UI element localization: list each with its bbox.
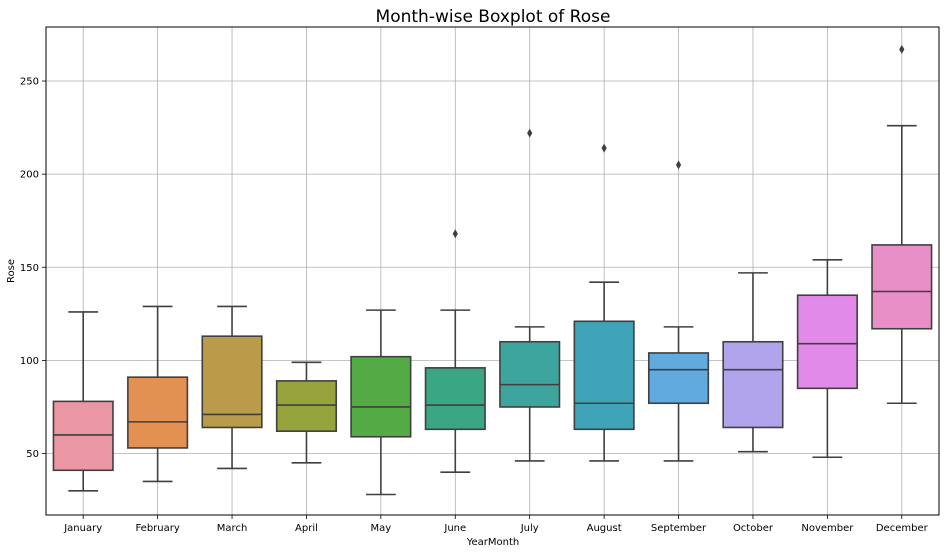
box-iqr: [52, 400, 114, 472]
box-iqr: [573, 320, 635, 431]
box-march: [201, 305, 263, 470]
box-iqr: [424, 367, 486, 431]
y-tick-label: 250: [20, 77, 39, 88]
box-september: [647, 160, 710, 462]
box-october: [722, 272, 784, 453]
x-tick-label: June: [443, 523, 466, 534]
chart-title: Month-wise Boxplot of Rose: [376, 7, 611, 27]
x-tick-label: July: [520, 523, 539, 534]
x-tick-label: November: [801, 523, 854, 534]
box-february: [127, 305, 189, 483]
outlier-point: [899, 44, 905, 54]
box-july: [499, 128, 561, 462]
outlier-point: [601, 143, 607, 153]
y-tick-label: 50: [26, 449, 39, 460]
box-iqr: [275, 380, 338, 432]
y-axis: 50 100 150 200 250: [20, 77, 46, 460]
box-iqr: [127, 376, 189, 449]
box-december: [871, 44, 933, 405]
box-may: [350, 309, 412, 496]
box-november: [796, 259, 858, 459]
y-tick-label: 200: [20, 170, 39, 181]
y-tick-label: 100: [20, 356, 39, 367]
box-iqr: [201, 335, 263, 429]
box-iqr: [350, 355, 412, 438]
box-iqr: [722, 340, 784, 429]
plot-frame: [45, 26, 940, 516]
x-tick-label: February: [135, 523, 179, 534]
x-tick-label: April: [295, 523, 318, 534]
box-iqr: [871, 244, 933, 330]
boxes-group: [52, 44, 933, 496]
y-axis-label: Rose: [6, 259, 17, 283]
outlier-point: [527, 128, 533, 138]
box-iqr: [499, 340, 561, 408]
x-axis: January February March April May June July Augu…: [63, 515, 929, 534]
x-tick-label: January: [63, 523, 102, 534]
box-january: [52, 311, 114, 492]
y-tick-label: 150: [20, 263, 39, 274]
box-june: [424, 229, 486, 473]
x-axis-label: YearMonth: [466, 537, 520, 548]
x-tick-label: December: [876, 523, 929, 534]
box-iqr: [647, 352, 710, 405]
box-iqr: [796, 294, 858, 390]
outlier-point: [452, 229, 458, 239]
x-tick-label: August: [587, 523, 622, 534]
x-tick-label: May: [371, 523, 392, 534]
x-tick-label: September: [651, 523, 707, 534]
box-april: [275, 361, 338, 464]
box-august: [573, 143, 635, 462]
outlier-point: [675, 160, 682, 170]
x-tick-label: October: [733, 523, 774, 534]
x-tick-label: March: [217, 523, 247, 534]
